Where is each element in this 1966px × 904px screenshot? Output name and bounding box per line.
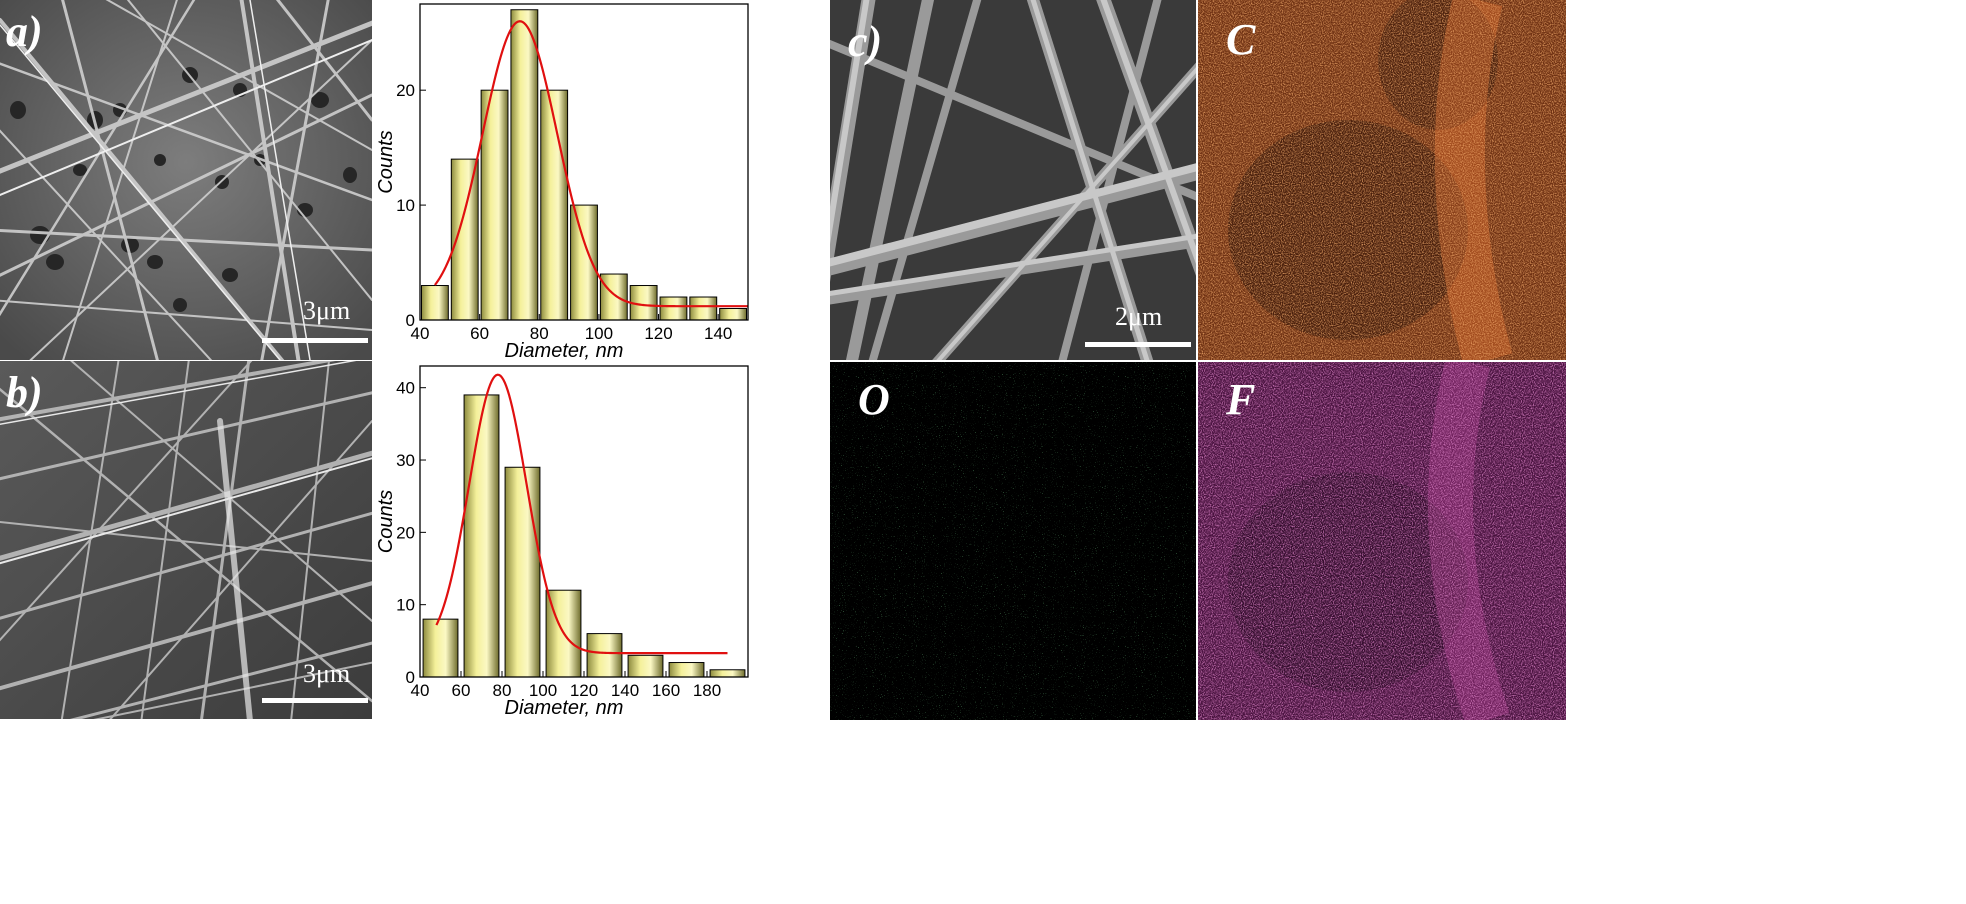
- histogram-bar: [668, 662, 705, 678]
- x-tick-label: 60: [470, 324, 489, 343]
- y-tick-label: 10: [396, 596, 415, 615]
- histogram-bar: [540, 89, 569, 321]
- x-tick-label: 60: [452, 681, 471, 700]
- x-tick-label: 160: [652, 681, 680, 700]
- scale-bar-a: [262, 338, 368, 343]
- sem-fibers-c: [830, 0, 1196, 360]
- histogram-bar: [627, 654, 664, 678]
- sem-image-a: a) 3μm: [0, 0, 372, 360]
- x-tick-label: 100: [529, 681, 557, 700]
- histogram-bar: [659, 296, 688, 321]
- eds-label-oxygen: O: [858, 375, 890, 424]
- sem-image-b: b) 3μm: [0, 361, 372, 719]
- histogram-bar: [420, 285, 449, 321]
- eds-label-carbon: C: [1226, 15, 1256, 64]
- eds-map-fluorine: F: [1198, 362, 1566, 720]
- x-tick-label: 80: [530, 324, 549, 343]
- panel-label-c: c): [848, 17, 883, 66]
- x-tick-label: 120: [644, 324, 672, 343]
- x-tick-label: 40: [411, 324, 430, 343]
- histogram-b-svg: 40 60 80 100 120 140 160 180 0 10 20 30 40 Diameter, …: [375, 365, 749, 719]
- scale-bar-b: [262, 698, 368, 703]
- scale-bar-c: [1085, 342, 1191, 347]
- x-axis-title: Diameter, nm: [505, 697, 624, 719]
- x-tick-label: 120: [570, 681, 598, 700]
- y-axis-title: Counts: [375, 130, 397, 193]
- histogram-bar: [709, 669, 746, 678]
- histogram-bar: [586, 633, 623, 678]
- histogram-bar: [719, 308, 748, 321]
- x-tick-label: 180: [693, 681, 721, 700]
- y-tick-label: 10: [396, 196, 415, 215]
- x-tick-label: 100: [585, 324, 613, 343]
- x-axis-title: Diameter, nm: [505, 340, 624, 362]
- scale-bar-label-a: 3μm: [303, 296, 351, 325]
- y-axis-title: Counts: [375, 490, 397, 553]
- y-tick-label: 40: [396, 379, 415, 398]
- histogram-a-svg: 40 60 80 100 120 140 0 10 20 Diameter, nm Counts: [375, 3, 749, 362]
- histogram-a: 40 60 80 100 120 140 0 10 20 Diameter, nm Counts: [370, 0, 770, 362]
- scale-bar-label-c: 2μm: [1115, 302, 1163, 331]
- gaussian-fit-curve: [435, 373, 728, 655]
- x-tick-label: 140: [611, 681, 639, 700]
- x-tick-label: 40: [411, 681, 430, 700]
- sem-fibers-a: [0, 0, 372, 360]
- eds-map-oxygen: O: [830, 362, 1196, 720]
- histogram-bar: [422, 618, 459, 678]
- histogram-bar: [480, 89, 509, 321]
- sem-image-c: c) 2μm: [830, 0, 1196, 360]
- histogram-bar: [599, 273, 628, 321]
- eds-map-carbon: C: [1198, 0, 1566, 360]
- y-tick-label: 0: [406, 311, 415, 330]
- histogram-bar: [570, 204, 598, 321]
- scale-bar-label-b: 3μm: [303, 659, 351, 688]
- gaussian-fit-curve: [434, 20, 748, 308]
- eds-map-oxygen-texture: [830, 362, 1196, 720]
- plot-frame: [419, 3, 749, 321]
- x-tick-label: 140: [704, 324, 732, 343]
- eds-map-fluorine-texture: [1198, 362, 1566, 720]
- sem-fibers-b: [0, 361, 372, 719]
- histogram-bar: [463, 394, 500, 678]
- eds-map-carbon-texture: [1198, 0, 1566, 360]
- y-tick-label: 0: [406, 668, 415, 687]
- y-tick-label: 20: [396, 81, 415, 100]
- histogram-bar: [510, 9, 539, 321]
- histogram-bar: [689, 296, 718, 321]
- panel-label-a: a): [6, 7, 43, 56]
- panel-label-b: b): [6, 368, 43, 417]
- x-tick-label: 80: [493, 681, 512, 700]
- eds-label-fluorine: F: [1226, 375, 1256, 424]
- y-tick-label: 30: [396, 451, 415, 470]
- y-tick-label: 20: [396, 523, 415, 542]
- histogram-bar: [504, 466, 541, 678]
- histogram-b: 40 60 80 100 120 140 160 180 0 10 20 30 40 Diameter, …: [370, 360, 770, 722]
